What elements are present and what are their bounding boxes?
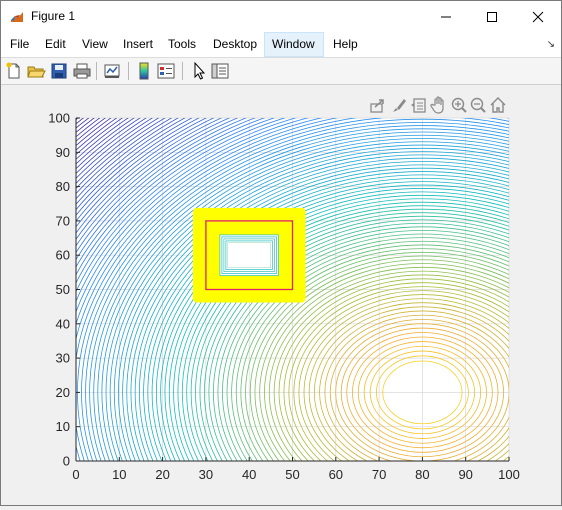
window-title: Figure 1 <box>31 9 75 23</box>
dock-arrow-icon[interactable]: ↘ <box>547 39 555 50</box>
x-tick-label: 40 <box>242 467 256 482</box>
insert-legend-icon[interactable] <box>156 61 176 81</box>
x-tick-label: 70 <box>372 467 386 482</box>
y-tick-label: 70 <box>56 213 70 228</box>
toolbar-separator <box>96 62 97 80</box>
zoom-out-icon[interactable] <box>472 99 486 113</box>
maximize-button[interactable] <box>469 1 515 32</box>
matlab-icon <box>9 9 25 25</box>
toolbar-separator <box>128 62 129 80</box>
x-tick-label: 80 <box>415 467 429 482</box>
minimize-icon <box>440 11 452 23</box>
highlight-core <box>228 243 271 268</box>
menu-view[interactable]: View <box>75 32 115 57</box>
y-tick-label: 40 <box>56 316 70 331</box>
menu-tools[interactable]: Tools <box>161 32 203 57</box>
y-tick-label: 10 <box>56 419 70 434</box>
menu-bar: File Edit View Insert Tools Desktop Wind… <box>1 32 561 58</box>
x-tick-label: 30 <box>199 467 213 482</box>
y-tick-label: 30 <box>56 351 70 366</box>
y-axis-ticks: 0 10 20 30 40 50 60 70 80 90 100 <box>48 111 80 469</box>
link-plot-icon[interactable] <box>102 61 122 81</box>
x-tick-label: 10 <box>112 467 126 482</box>
menu-help[interactable]: Help <box>326 32 365 57</box>
data-tips-icon[interactable] <box>411 99 425 112</box>
axes-toolbar <box>371 97 505 113</box>
y-tick-label: 50 <box>56 282 70 297</box>
save-icon[interactable] <box>49 61 69 81</box>
edit-plot-icon[interactable] <box>189 61 209 81</box>
y-tick-label: 0 <box>63 454 70 469</box>
minimize-button[interactable] <box>423 1 469 32</box>
y-tick-label: 90 <box>56 145 70 160</box>
axes-svg[interactable]: 0 10 20 30 40 50 60 70 80 90 100 0 10 20 30 40 50 60 70 80… <box>1 85 561 505</box>
open-file-icon[interactable] <box>26 61 46 81</box>
x-tick-label: 90 <box>458 467 472 482</box>
figure-toolbar <box>1 58 561 85</box>
print-icon[interactable] <box>72 61 92 81</box>
close-button[interactable] <box>515 1 561 32</box>
title-bar: Figure 1 <box>1 1 561 32</box>
menu-file[interactable]: File <box>3 32 36 57</box>
property-inspector-icon[interactable] <box>210 61 230 81</box>
figure-canvas: 0 10 20 30 40 50 60 70 80 90 100 0 10 20 30 40 50 60 70 80… <box>1 85 561 505</box>
y-tick-label: 20 <box>56 385 70 400</box>
x-tick-label: 60 <box>329 467 343 482</box>
x-tick-label: 50 <box>285 467 299 482</box>
menu-window[interactable]: Window <box>264 32 324 57</box>
toolbar-separator <box>182 62 183 80</box>
insert-colorbar-icon[interactable] <box>134 61 154 81</box>
home-icon[interactable] <box>491 98 505 112</box>
menu-insert[interactable]: Insert <box>116 32 160 57</box>
x-tick-label: 100 <box>498 467 520 482</box>
export-icon[interactable] <box>371 100 383 112</box>
brush-icon[interactable] <box>393 99 406 112</box>
zoom-in-icon[interactable] <box>453 99 467 113</box>
maximize-icon <box>486 11 498 23</box>
menu-edit[interactable]: Edit <box>38 32 73 57</box>
new-figure-icon[interactable] <box>4 61 24 81</box>
y-tick-label: 80 <box>56 179 70 194</box>
y-tick-label: 100 <box>48 111 70 126</box>
close-icon <box>532 11 544 23</box>
pan-icon[interactable] <box>431 97 443 113</box>
y-tick-label: 60 <box>56 248 70 263</box>
x-tick-label: 0 <box>72 467 79 482</box>
x-tick-label: 20 <box>155 467 169 482</box>
menu-desktop[interactable]: Desktop <box>206 32 264 57</box>
highlight-region <box>193 208 306 303</box>
